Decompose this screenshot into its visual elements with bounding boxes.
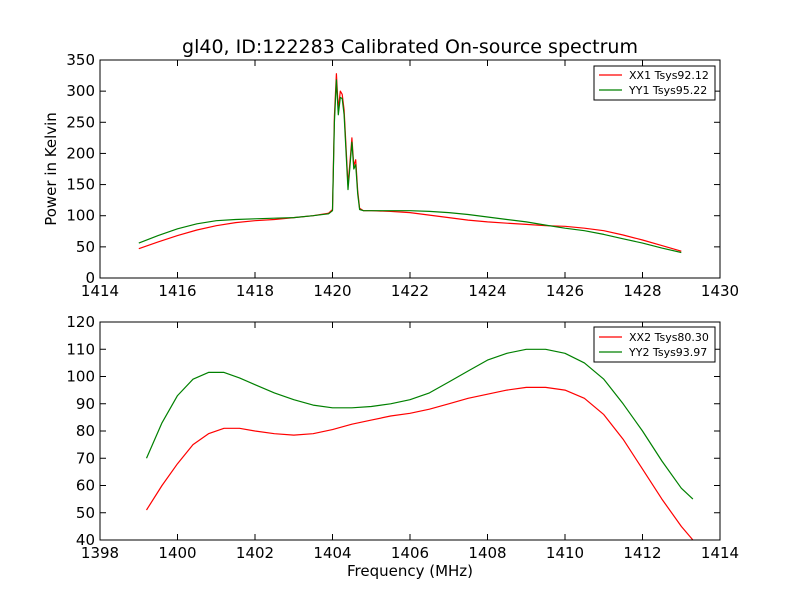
bottom-plot-ticks: 1398 1400 1402 1404 1406 1408 1410 1412 1414 40 50…	[66, 313, 739, 562]
top-plot-x-tick-label: 1422	[391, 282, 429, 300]
top-plot-x-tick-label: 1428	[623, 282, 661, 300]
top-plot-y-tick-label: 350	[66, 51, 95, 69]
top-plot-x-tick-label: 1414	[81, 282, 119, 300]
bottom-plot-series-line-1	[145, 348, 694, 500]
top-plot-y-tick-label: 300	[66, 82, 95, 100]
bottom-plot-x-tick-label: 1402	[236, 544, 274, 562]
bottom-plot-x-tick-label: 1410	[546, 544, 584, 562]
bottom-plot-x-axis-label: Frequency (MHz)	[347, 562, 473, 580]
bottom-plot-y-tick-label: 50	[76, 504, 95, 522]
top-plot-y-axis-label: Power in Kelvin	[42, 112, 60, 226]
top-plot-legend: XX1 Tsys92.12 YY1 Tsys95.22	[593, 65, 716, 101]
top-plot-series-line-1	[138, 79, 682, 254]
legend-label-xx1: XX1 Tsys92.12	[629, 69, 709, 82]
bottom-plot-x-tick-label: 1406	[391, 544, 429, 562]
top-plot-series	[138, 73, 682, 254]
top-plot-y-tick-label: 0	[85, 269, 95, 287]
bottom-plot-y-tick-label: 100	[66, 368, 95, 386]
legend-label-yy2: YY2 Tsys93.97	[628, 346, 707, 359]
top-plot-title: gl40, ID:122283 Calibrated On-source spe…	[182, 36, 638, 58]
bottom-plot-series	[145, 348, 694, 541]
bottom-plot-y-tick-label: 70	[76, 449, 95, 467]
top-plot-x-tick-label: 1424	[468, 282, 506, 300]
top-plot-y-tick-label: 50	[76, 238, 95, 256]
bottom-plot-y-tick-label: 40	[76, 531, 95, 549]
top-plot-y-tick-label: 100	[66, 207, 95, 225]
top-plot-x-tick-label: 1416	[158, 282, 196, 300]
bottom-plot-x-tick-label: 1414	[701, 544, 739, 562]
top-plot-x-tick-label: 1430	[701, 282, 739, 300]
bottom-plot-x-tick-label: 1404	[313, 544, 351, 562]
bottom-plot-series-line-0	[145, 386, 694, 541]
top-plot-x-tick-label: 1418	[236, 282, 274, 300]
top-plot-y-tick-label: 150	[66, 176, 95, 194]
top-plot: gl40, ID:122283 Calibrated On-source spe…	[42, 36, 739, 300]
bottom-plot-y-tick-label: 60	[76, 477, 95, 495]
bottom-plot-y-tick-label: 110	[66, 340, 95, 358]
bottom-plot: 1398 1400 1402 1404 1406 1408 1410 1412 1414 40 50…	[66, 313, 739, 580]
top-plot-legend-box	[593, 65, 716, 101]
bottom-plot-x-tick-label: 1408	[468, 544, 506, 562]
bottom-plot-legend-box	[593, 326, 716, 363]
bottom-plot-y-tick-label: 120	[66, 313, 95, 331]
top-plot-ticks: 1414 1416 1418 1420 1422 1424 1426 1428 1430 0 50 1…	[66, 51, 739, 300]
top-plot-x-tick-label: 1420	[313, 282, 351, 300]
top-plot-y-tick-label: 250	[66, 113, 95, 131]
bottom-plot-x-tick-label: 1412	[623, 544, 661, 562]
bottom-plot-legend: XX2 Tsys80.30 YY2 Tsys93.97	[593, 326, 716, 363]
legend-label-yy1: YY1 Tsys95.22	[628, 84, 707, 97]
top-plot-x-tick-label: 1426	[546, 282, 584, 300]
legend-label-xx2: XX2 Tsys80.30	[629, 331, 709, 344]
top-plot-y-tick-label: 200	[66, 144, 95, 162]
bottom-plot-y-tick-label: 90	[76, 395, 95, 413]
bottom-plot-x-tick-label: 1398	[81, 544, 119, 562]
bottom-plot-x-tick-label: 1400	[158, 544, 196, 562]
bottom-plot-y-tick-label: 80	[76, 422, 95, 440]
